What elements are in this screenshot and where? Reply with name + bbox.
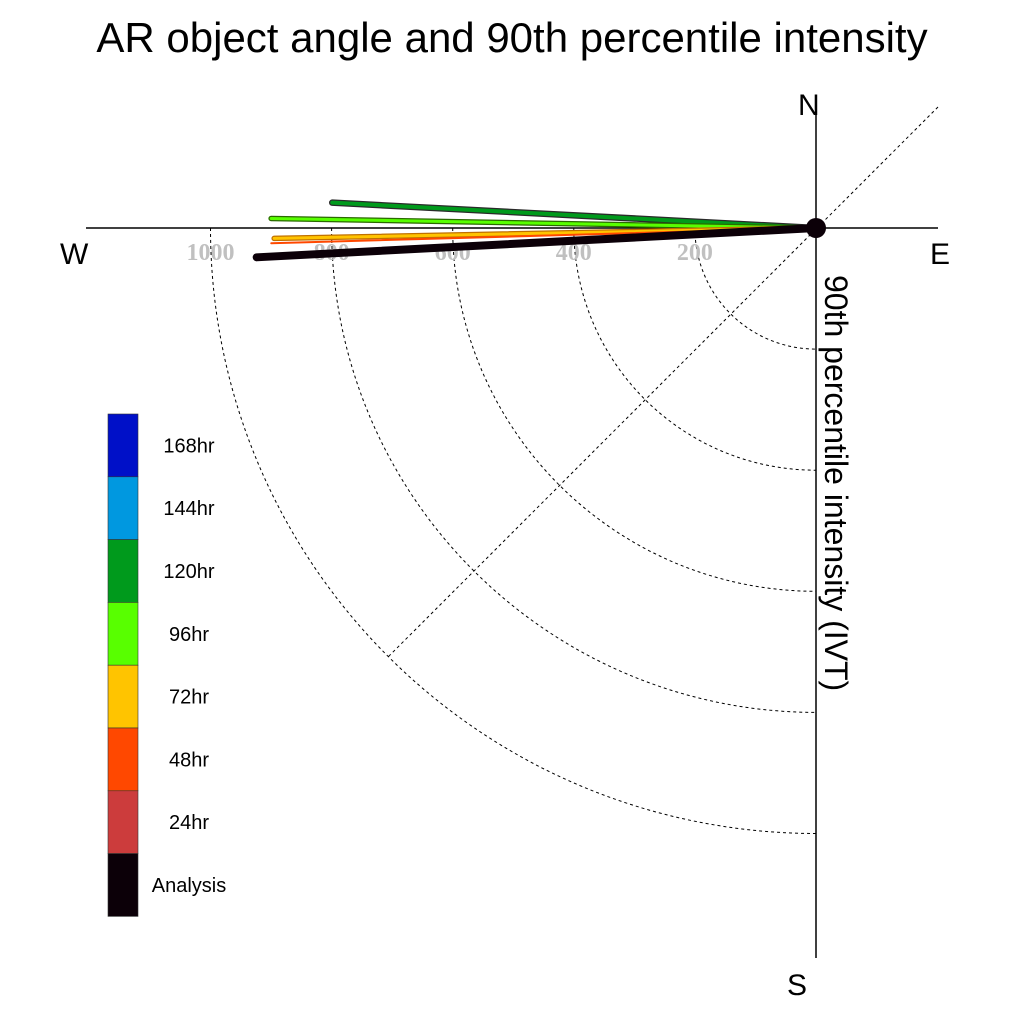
legend-label: 96hr: [169, 624, 209, 646]
series-vector: [252, 224, 820, 262]
intensity-ring: [573, 227, 817, 471]
compass-north: N: [798, 89, 820, 122]
radial-tick-label: 200: [677, 240, 713, 266]
legend-swatch: [107, 413, 139, 478]
series-vectors: [252, 199, 820, 262]
legend-swatch: [107, 602, 139, 666]
origin-marker: [806, 218, 826, 238]
chart-title: AR object angle and 90th percentile inte…: [96, 14, 928, 61]
series-vector: [330, 200, 818, 230]
compass-south: S: [787, 969, 807, 1002]
legend-label: 120hr: [163, 561, 214, 583]
legend-swatch: [107, 539, 139, 603]
series-vector: [269, 216, 818, 230]
intensity-ring: [331, 227, 817, 713]
legend-swatch: [107, 727, 139, 792]
legend-swatch: [107, 476, 139, 540]
radial-axis-title: 90th percentile intensity (IVT): [818, 275, 854, 691]
compass-east: E: [930, 238, 950, 271]
intensity-ring: [694, 227, 817, 350]
diagonal-guide: [387, 106, 939, 658]
legend-swatch: [107, 853, 139, 917]
legend-label: 168hr: [163, 435, 214, 457]
legend-swatch: [107, 790, 139, 854]
legend: 168hr 144hr 120hr 96hr 72hr 48hr 24hr Analysis: [107, 413, 226, 917]
compass-west: W: [60, 238, 89, 271]
legend-label: 144hr: [163, 498, 214, 520]
intensity-ring: [452, 227, 817, 592]
legend-label: 72hr: [169, 687, 209, 709]
legend-swatch: [107, 664, 139, 729]
legend-label: 24hr: [169, 812, 209, 834]
intensity-rings: [210, 227, 817, 834]
legend-label: Analysis: [152, 875, 226, 897]
intensity-ring: [210, 227, 817, 834]
radial-tick-label: 1000: [187, 240, 235, 266]
legend-label: 48hr: [169, 749, 209, 771]
